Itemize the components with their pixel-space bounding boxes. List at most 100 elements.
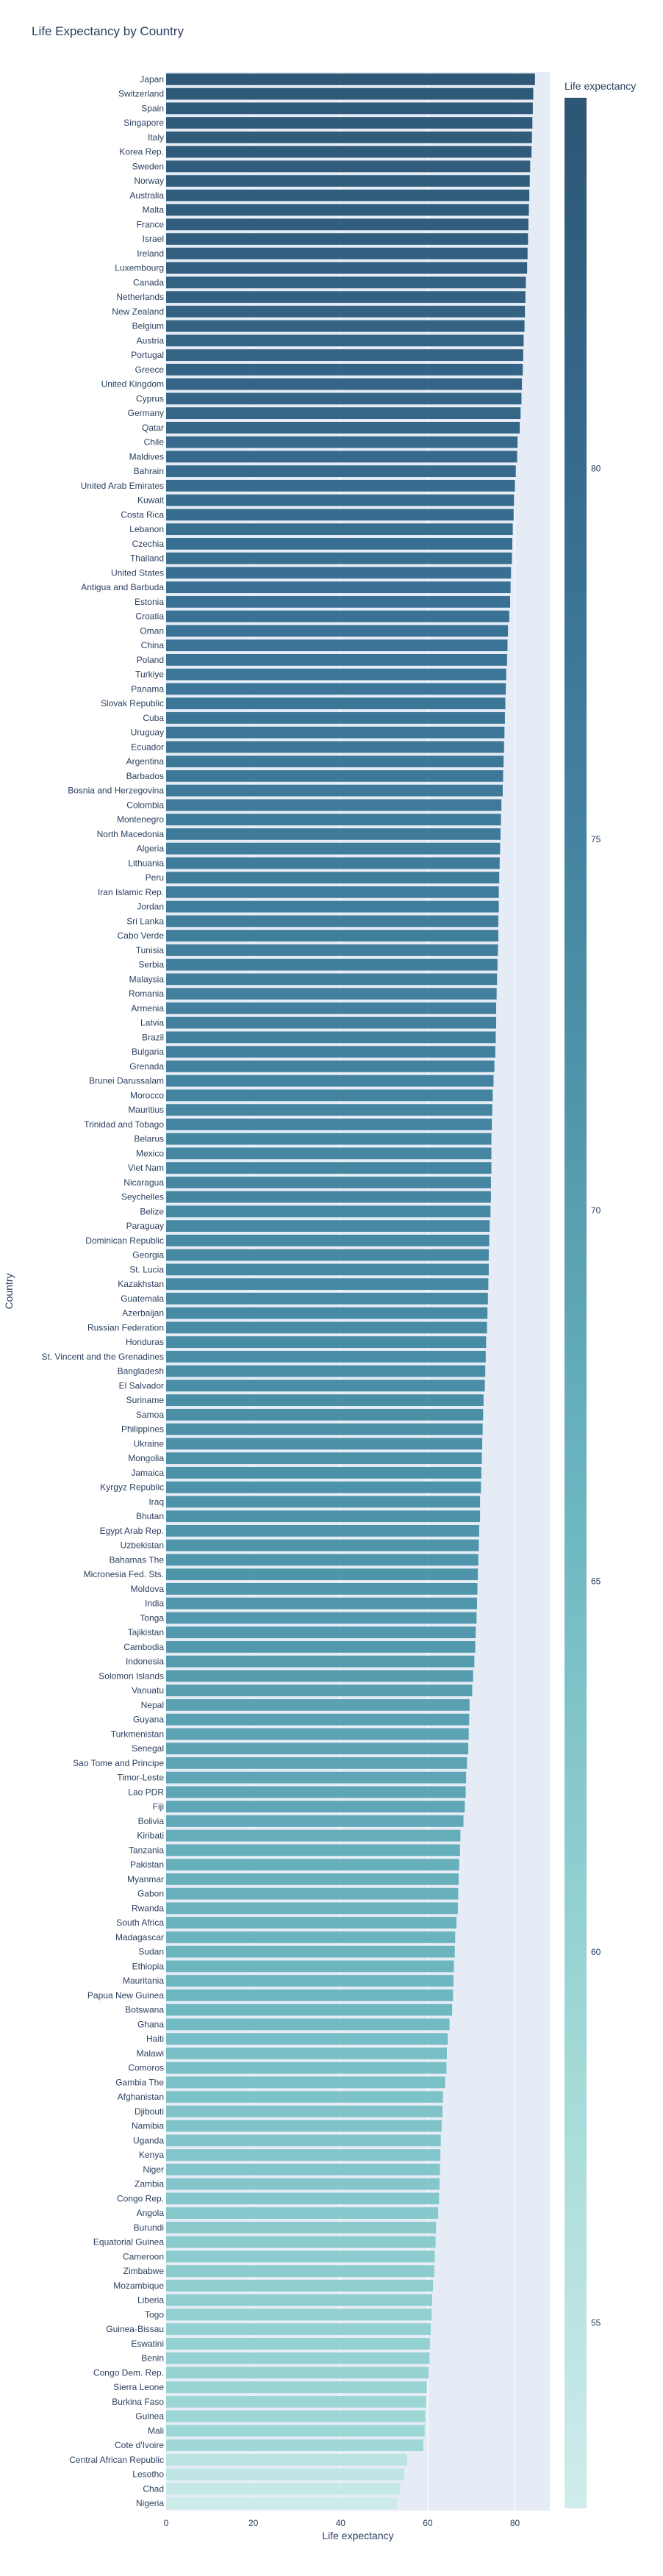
bar [166, 1162, 492, 1174]
bar [166, 1640, 476, 1653]
y-tick-label: Cameroon [123, 2251, 164, 2261]
y-tick-label: Nigeria [136, 2498, 164, 2508]
bar [166, 1989, 454, 2001]
bar [166, 1060, 495, 1072]
bar [166, 900, 499, 913]
y-tick-label: Guatemala [121, 1294, 164, 1304]
colorbar-tick-labels: 55 60 65 70 75 80 [591, 464, 601, 2328]
y-tick-label: Sweden [132, 161, 164, 171]
bar [166, 2294, 432, 2306]
bar [166, 595, 511, 608]
bar [166, 218, 528, 231]
bar [166, 958, 498, 971]
bar [166, 509, 514, 521]
y-tick-label: Togo [145, 2309, 164, 2320]
y-tick-label: Mexico [136, 1148, 164, 1158]
bar [166, 799, 502, 811]
bar [166, 2279, 434, 2292]
bar [166, 2483, 401, 2495]
y-tick-label: Chile [144, 437, 165, 448]
bar [166, 276, 526, 289]
bar [166, 2323, 431, 2336]
y-tick-label: Eswatini [131, 2339, 164, 2349]
y-tick-label: South Africa [116, 1917, 164, 1928]
y-tick-label: Morocco [130, 1090, 164, 1100]
bar [166, 2134, 441, 2147]
y-tick-label: United States [111, 567, 164, 578]
bar [166, 1524, 479, 1537]
bar [166, 392, 522, 405]
y-tick-label: Ethiopia [132, 1961, 165, 1971]
y-tick-label: Brazil [142, 1032, 164, 1042]
bar [166, 1133, 492, 1145]
bar [166, 2352, 430, 2364]
bar [166, 1757, 467, 1769]
colorbar-title: Life expectancy [565, 80, 636, 92]
bar [166, 1743, 469, 1755]
bar [166, 363, 523, 376]
y-tick-label: Burundi [134, 2222, 164, 2233]
bar [166, 1074, 494, 1087]
y-tick-label: Belize [140, 1206, 164, 1216]
bar [166, 1147, 492, 1160]
y-tick-label: Greece [135, 365, 165, 375]
y-tick-label: Solomon Islands [98, 1671, 164, 1681]
y-tick-label: Afghanistan [118, 2092, 164, 2102]
bar [166, 1873, 459, 1885]
y-tick-label: Lithuania [128, 858, 164, 868]
y-tick-label: Zambia [135, 2179, 164, 2189]
y-tick-label: Seychelles [121, 1192, 164, 1202]
y-tick-label: Grenada [129, 1061, 164, 1072]
y-tick-label: Djibouti [135, 2106, 164, 2117]
y-tick-label: China [141, 640, 165, 650]
y-tick-label: Sao Tome and Principe [73, 1758, 164, 1768]
bar [166, 117, 533, 129]
colorbar-tick-label: 70 [591, 1205, 601, 1216]
y-tick-label: Bahrain [134, 466, 164, 476]
bar [166, 2395, 426, 2408]
bar [166, 1350, 486, 1363]
bar [166, 2337, 430, 2350]
bar [166, 407, 521, 420]
y-tick-label: Cote d'Ivoire [115, 2440, 164, 2450]
bar [166, 160, 531, 173]
bar [166, 1568, 479, 1581]
bar [166, 421, 520, 434]
colorbar-tick-label: 60 [591, 1947, 601, 1957]
bar [166, 683, 506, 695]
bar [166, 1917, 457, 1929]
y-tick-label: Cabo Verde [118, 930, 165, 941]
y-tick-label: Kuwait [137, 495, 165, 506]
y-tick-labels: Japan Switzerland Spain Singapore Italy Korea… [41, 74, 164, 2508]
x-tick-label: 60 [423, 2518, 433, 2528]
y-tick-label: St. Lucia [129, 1264, 164, 1274]
y-tick-label: Dominican Republic [85, 1235, 164, 1246]
y-tick-label: Iraq [148, 1496, 164, 1507]
bar [166, 2453, 408, 2466]
bar [166, 2033, 448, 2045]
y-tick-label: Gabon [137, 1889, 164, 1899]
x-gridlines [253, 72, 516, 2511]
bar [166, 436, 518, 448]
bar [166, 1582, 478, 1595]
bar [166, 2221, 437, 2234]
colorbar-tick-label: 55 [591, 2318, 601, 2328]
y-tick-label: Georgia [132, 1250, 164, 1260]
bar [166, 1307, 488, 1319]
x-tick-label: 0 [164, 2518, 169, 2528]
y-tick-label: United Arab Emirates [81, 481, 164, 491]
bar [166, 494, 515, 506]
bar [166, 1728, 469, 1740]
y-tick-label: Barbados [126, 771, 164, 781]
bar [166, 784, 503, 797]
y-tick-label: Jordan [137, 902, 164, 912]
bar [166, 1975, 454, 1987]
bar [166, 567, 512, 579]
y-tick-label: Turkiye [135, 670, 164, 680]
bar [166, 262, 528, 274]
y-tick-label: Singapore [123, 118, 164, 128]
y-tick-label: New Zealand [112, 306, 164, 317]
bar [166, 639, 508, 652]
bar [166, 552, 512, 564]
y-tick-label: Bosnia and Herzegovina [68, 786, 164, 796]
